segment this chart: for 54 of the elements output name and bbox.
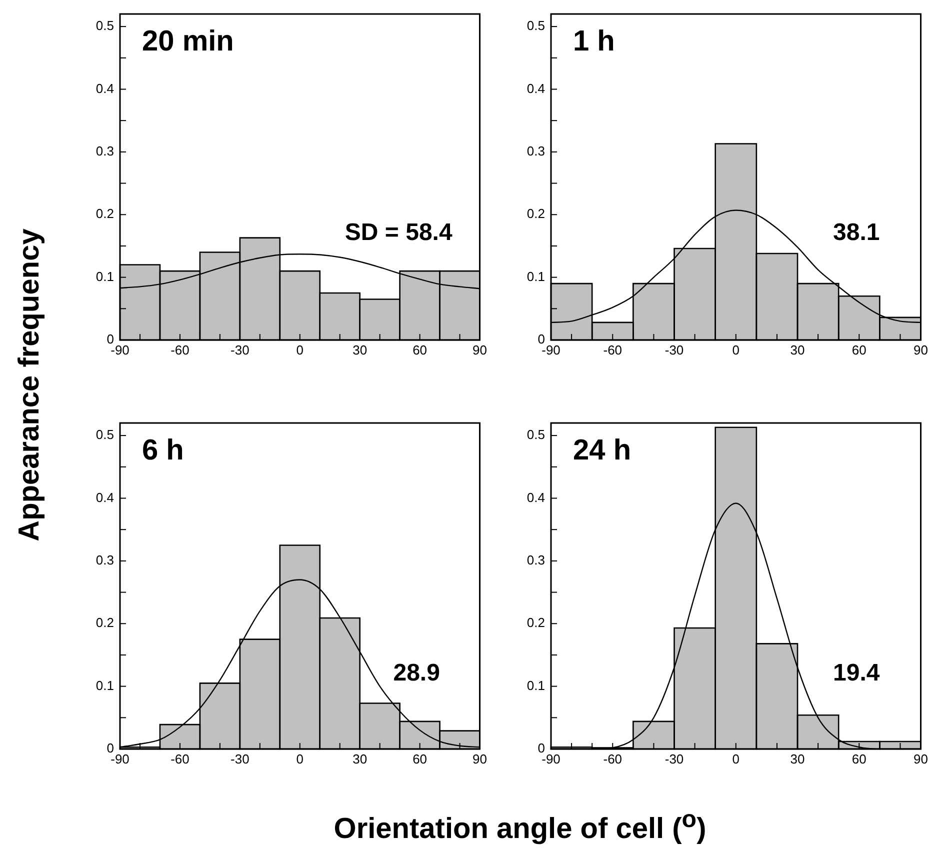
y-tick-label: 0.1 bbox=[96, 268, 114, 284]
x-tick-label: 0 bbox=[732, 751, 740, 766]
x-tick-label: 90 bbox=[914, 342, 928, 358]
x-tick-label: 90 bbox=[472, 751, 488, 766]
y-tick-label: 0.4 bbox=[526, 490, 545, 505]
x-tick-label: 30 bbox=[790, 342, 805, 358]
y-tick-label: 0.3 bbox=[526, 144, 545, 158]
x-tick-label: -30 bbox=[664, 342, 684, 358]
x-tick-label: 90 bbox=[914, 751, 928, 766]
x-axis-title: Orientation angle of cell ($^{o}$) bbox=[334, 806, 706, 846]
y-tick-label: 0.2 bbox=[526, 206, 545, 222]
y-tick-label: 0.3 bbox=[526, 552, 545, 568]
x-tick-label: 60 bbox=[852, 342, 866, 358]
annotation: 19.4 bbox=[833, 659, 880, 686]
x-tick-label: 0 bbox=[296, 342, 304, 358]
y-tick-label: 0.2 bbox=[96, 615, 114, 630]
chart-title: 6 h bbox=[142, 434, 184, 466]
y-tick-label: 0.5 bbox=[526, 18, 545, 34]
x-tick-label: -60 bbox=[603, 751, 622, 766]
annotation: 28.9 bbox=[393, 659, 440, 686]
y-tick-label: 0.2 bbox=[526, 615, 545, 630]
x-tick-label: -60 bbox=[170, 342, 190, 358]
y-axis-title: Appearance frequency bbox=[14, 228, 46, 542]
x-tick-label: 90 bbox=[472, 342, 488, 358]
y-tick-label: 0.1 bbox=[526, 268, 545, 284]
y-tick-label: 0.4 bbox=[526, 80, 545, 96]
chart-title: 1 h bbox=[573, 26, 615, 58]
x-tick-label: -30 bbox=[664, 751, 684, 766]
y-tick-label: 0.3 bbox=[96, 144, 114, 158]
x-tick-label: -30 bbox=[230, 342, 250, 358]
annotation: 38.1 bbox=[833, 219, 880, 246]
x-tick-label: -60 bbox=[170, 751, 190, 766]
y-tick-label: 0.5 bbox=[96, 18, 114, 34]
x-tick-label: 0 bbox=[732, 342, 740, 358]
x-tick-label: -30 bbox=[230, 751, 250, 766]
y-tick-label: 0.3 bbox=[96, 552, 114, 568]
x-tick-label: 60 bbox=[412, 751, 428, 766]
chart-title: 24 h bbox=[573, 434, 632, 466]
x-tick-label: 60 bbox=[412, 342, 428, 358]
y-tick-label: 0.5 bbox=[526, 427, 545, 442]
x-tick-label: 60 bbox=[852, 751, 866, 766]
y-tick-label: 0.1 bbox=[96, 678, 114, 693]
y-tick-label: 0.4 bbox=[96, 490, 114, 505]
y-tick-label: 0.5 bbox=[96, 427, 114, 442]
chart-title: 20 min bbox=[142, 26, 234, 58]
y-tick-label: 0.1 bbox=[526, 678, 545, 693]
x-tick-label: 30 bbox=[352, 342, 368, 358]
y-tick-label: 0.2 bbox=[96, 206, 114, 222]
y-tick-label: 0.4 bbox=[96, 80, 114, 96]
annotation: SD = 58.4 bbox=[344, 219, 453, 246]
x-tick-label: 30 bbox=[352, 751, 368, 766]
x-tick-label: 0 bbox=[296, 751, 304, 766]
x-tick-label: -60 bbox=[603, 342, 622, 358]
x-tick-label: 30 bbox=[790, 751, 805, 766]
